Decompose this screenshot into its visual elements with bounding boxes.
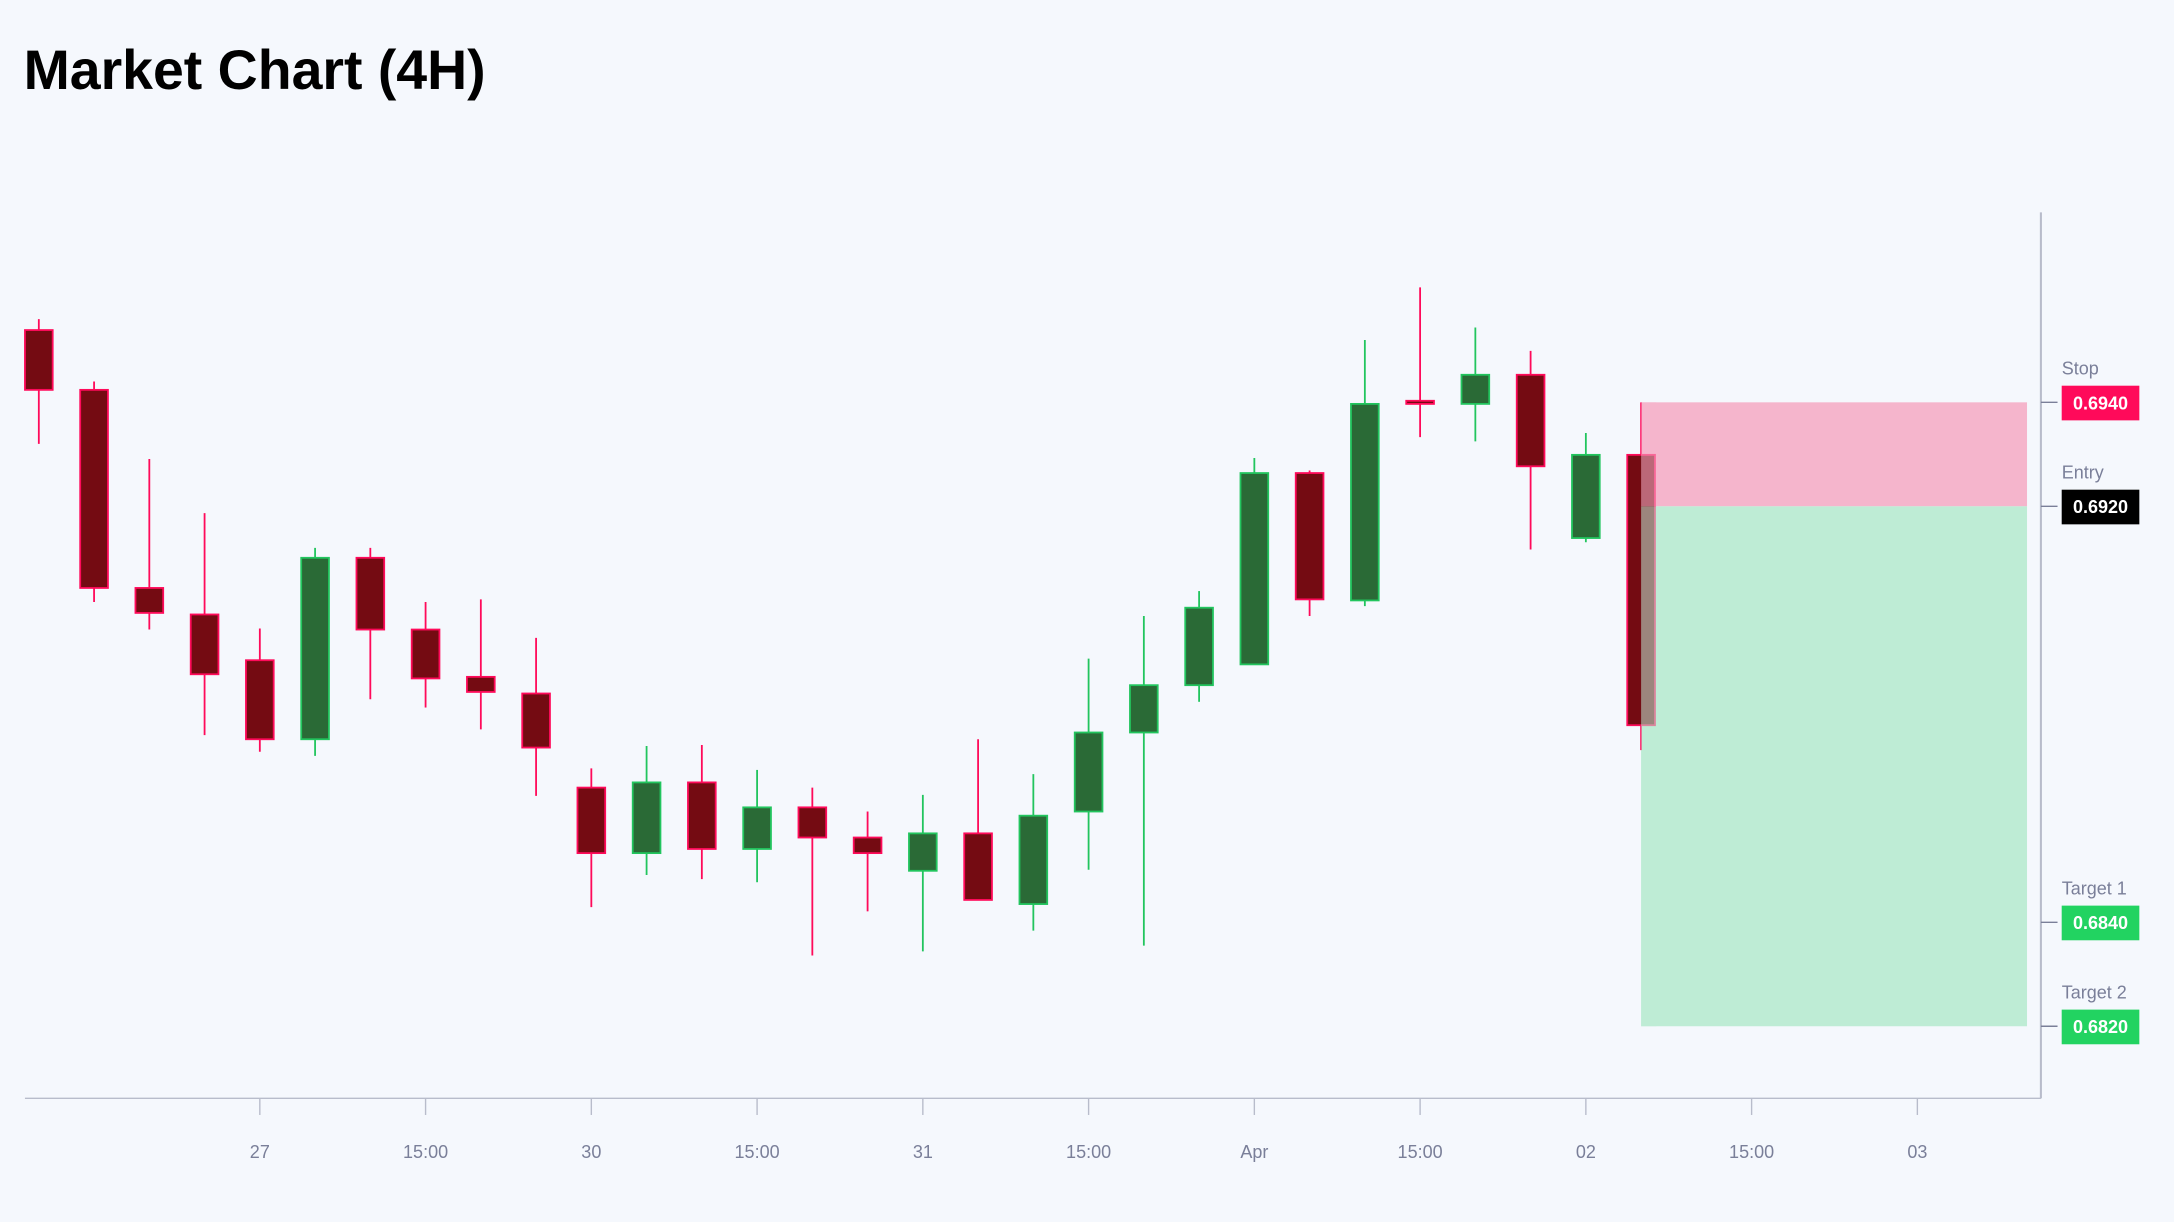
- candle-down: [355, 556, 386, 631]
- level-badge: [2061, 489, 2140, 525]
- level-value: 0.6940: [2073, 393, 2128, 413]
- candle-up: [742, 806, 772, 850]
- level-value: 0.6840: [2073, 913, 2128, 933]
- candle-up: [1350, 402, 1380, 602]
- level-badge: [2061, 385, 2140, 421]
- candle-down: [576, 786, 607, 855]
- candle-down: [466, 675, 496, 693]
- x-tick-label: 27: [250, 1142, 270, 1162]
- level-value: 0.6920: [2073, 497, 2128, 517]
- level-name: Target 1: [2062, 879, 2127, 899]
- price-levels: Stop 0.6940 Entry 0.6920 Target 1 0.6840 Targe…: [2040, 359, 2140, 1045]
- risk-overlay: [1641, 402, 1657, 507]
- candle-down: [245, 659, 275, 741]
- x-tick-label: 15:00: [1729, 1142, 1774, 1162]
- candle-up: [1571, 453, 1601, 539]
- candle-up: [1129, 684, 1159, 734]
- reward-zone: [1641, 506, 2028, 1027]
- candle-up: [1460, 373, 1491, 405]
- level-name: Stop: [2062, 359, 2099, 379]
- x-tick-label: 15:00: [1066, 1142, 1111, 1162]
- level-name: Target 2: [2062, 983, 2127, 1003]
- level-badge: [2061, 1009, 2140, 1045]
- x-axis-ticks: 27 15:00 30 15:00 31 15:00 Apr 15:00 02 15:00 03: [250, 1098, 1927, 1162]
- reward-overlay: [1641, 506, 1657, 1027]
- candle-down: [963, 832, 993, 901]
- x-tick-label: 15:00: [403, 1142, 448, 1162]
- candle-down: [1294, 472, 1325, 601]
- candle-down: [1405, 399, 1435, 405]
- candle-up: [300, 556, 330, 741]
- candle-down: [189, 613, 220, 676]
- x-tick-label: 02: [1576, 1142, 1596, 1162]
- candle-down: [410, 628, 441, 680]
- candle-up: [1018, 814, 1049, 905]
- level-value: 0.6820: [2073, 1017, 2128, 1037]
- candle-down: [134, 587, 165, 614]
- candle-up: [908, 832, 938, 872]
- x-tick-label: 15:00: [735, 1142, 780, 1162]
- x-tick-label: Apr: [1240, 1142, 1268, 1162]
- x-tick-label: 15:00: [1398, 1142, 1443, 1162]
- level-badge: [2061, 905, 2140, 941]
- candle-down: [797, 806, 828, 839]
- position-overlay: [1641, 402, 1657, 1027]
- risk-zone: [1641, 402, 2028, 507]
- candles: [24, 287, 1657, 1027]
- x-tick-label: 30: [581, 1142, 601, 1162]
- x-tick-label: 31: [913, 1142, 933, 1162]
- candle-down: [852, 836, 883, 855]
- candle-down: [79, 388, 109, 589]
- candle-up: [1073, 731, 1104, 813]
- candle-up: [1184, 606, 1214, 687]
- candle-down: [521, 692, 551, 749]
- candle-down: [24, 329, 54, 391]
- x-tick-label: 03: [1907, 1142, 1927, 1162]
- candle-up: [1239, 472, 1270, 666]
- candle-down: [687, 781, 717, 850]
- candle-down: [1515, 373, 1546, 468]
- position-zones: [1641, 402, 2028, 1027]
- candle-up: [631, 781, 662, 855]
- level-name: Entry: [2062, 463, 2104, 483]
- chart-title: Market Chart (4H): [24, 39, 486, 101]
